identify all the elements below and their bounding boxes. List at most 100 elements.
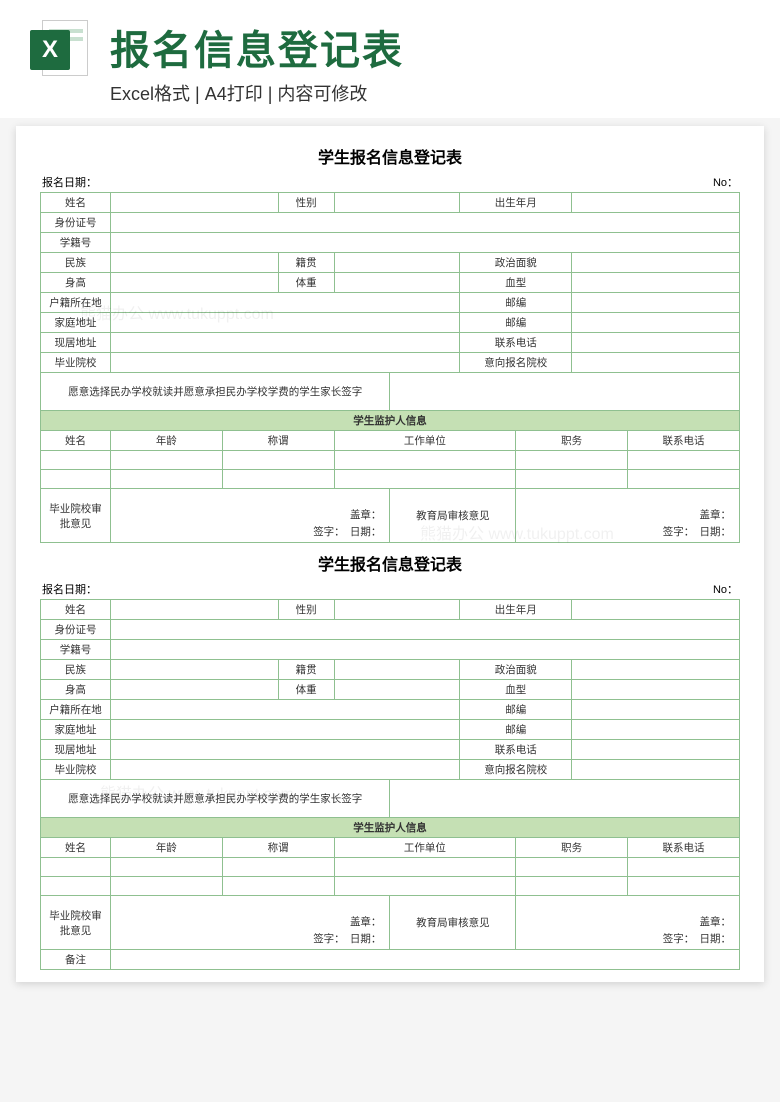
- label-edu-opinion: 教育局审核意见: [390, 896, 516, 950]
- form-table: 姓名 性别 出生年月 身份证号学籍号 民族 籍贯 政治面貌 身高 体重 血型 户…: [40, 192, 740, 543]
- field-huji[interactable]: [110, 700, 459, 720]
- field-home[interactable]: [110, 720, 459, 740]
- field-huji[interactable]: [110, 293, 459, 313]
- field-origin[interactable]: [334, 253, 460, 273]
- field-origin[interactable]: [334, 660, 460, 680]
- guardian-row-position[interactable]: [516, 858, 628, 877]
- form-title: 学生报名信息登记表: [40, 551, 740, 575]
- field-zip2[interactable]: [572, 313, 740, 333]
- label-political: 政治面貌: [460, 253, 572, 273]
- guardian-row-relation[interactable]: [222, 858, 334, 877]
- field-current[interactable]: [110, 333, 459, 353]
- label-g-name: 姓名: [41, 838, 111, 858]
- field-name[interactable]: [110, 600, 278, 620]
- header: X 报名信息登记表 Excel格式 | A4打印 | 内容可修改: [0, 0, 780, 118]
- sub-title: Excel格式 | A4打印 | 内容可修改: [110, 80, 750, 106]
- field-current[interactable]: [110, 740, 459, 760]
- form-title: 学生报名信息登记表: [40, 144, 740, 168]
- label-weight: 体重: [278, 273, 334, 293]
- label-political: 政治面貌: [460, 660, 572, 680]
- guardian-row-name[interactable]: [41, 451, 111, 470]
- field-birth[interactable]: [572, 193, 740, 213]
- field-birth[interactable]: [572, 600, 740, 620]
- field-height[interactable]: [110, 680, 278, 700]
- field-idno[interactable]: [110, 620, 739, 640]
- label-idno: 身份证号: [41, 620, 111, 640]
- field-home[interactable]: [110, 313, 459, 333]
- label-g-position: 职务: [516, 431, 628, 451]
- field-consent[interactable]: [390, 780, 740, 818]
- label-g-position: 职务: [516, 838, 628, 858]
- field-blood[interactable]: [572, 680, 740, 700]
- guardian-row-work[interactable]: [334, 877, 516, 896]
- guardian-row-phone[interactable]: [628, 858, 740, 877]
- label-intent: 意向报名院校: [460, 353, 572, 373]
- guardian-row-name[interactable]: [41, 877, 111, 896]
- guardian-row-name[interactable]: [41, 858, 111, 877]
- guardian-row-work[interactable]: [334, 858, 516, 877]
- guardian-row-relation[interactable]: [222, 451, 334, 470]
- label-g-age: 年龄: [110, 838, 222, 858]
- field-grad[interactable]: [110, 353, 459, 373]
- field-phone[interactable]: [572, 333, 740, 353]
- label-weight: 体重: [278, 680, 334, 700]
- field-weight[interactable]: [334, 680, 460, 700]
- field-grad[interactable]: [110, 760, 459, 780]
- label-height: 身高: [41, 273, 111, 293]
- guardian-row-position[interactable]: [516, 470, 628, 489]
- guardian-row-phone[interactable]: [628, 451, 740, 470]
- field-zip1[interactable]: [572, 293, 740, 313]
- field-school-opinion[interactable]: 盖章：签字： 日期：: [110, 489, 390, 543]
- field-consent[interactable]: [390, 373, 740, 411]
- guardian-row-work[interactable]: [334, 470, 516, 489]
- guardian-row-age[interactable]: [110, 451, 222, 470]
- guardian-row-work[interactable]: [334, 451, 516, 470]
- guardian-row-age[interactable]: [110, 877, 222, 896]
- field-gender[interactable]: [334, 193, 460, 213]
- guardian-section-header: 学生监护人信息: [41, 411, 740, 431]
- field-political[interactable]: [572, 253, 740, 273]
- field-nation[interactable]: [110, 660, 278, 680]
- field-name[interactable]: [110, 193, 278, 213]
- label-nation: 民族: [41, 253, 111, 273]
- field-intent[interactable]: [572, 353, 740, 373]
- field-gender[interactable]: [334, 600, 460, 620]
- guardian-row-age[interactable]: [110, 858, 222, 877]
- label-phone: 联系电话: [460, 333, 572, 353]
- field-weight[interactable]: [334, 273, 460, 293]
- label-g-relation: 称谓: [222, 431, 334, 451]
- field-studentno[interactable]: [110, 640, 739, 660]
- field-height[interactable]: [110, 273, 278, 293]
- label-g-phone: 联系电话: [628, 431, 740, 451]
- field-remark[interactable]: [110, 950, 739, 970]
- guardian-row-position[interactable]: [516, 877, 628, 896]
- label-g-work: 工作单位: [334, 431, 516, 451]
- field-nation[interactable]: [110, 253, 278, 273]
- field-phone[interactable]: [572, 740, 740, 760]
- document-preview: 学生报名信息登记表报名日期：No： 姓名 性别 出生年月 身份证号学籍号 民族 …: [16, 126, 764, 982]
- field-edu-opinion[interactable]: 盖章：签字： 日期：: [516, 896, 740, 950]
- meta-row: 报名日期：No：: [40, 174, 740, 190]
- guardian-row-phone[interactable]: [628, 470, 740, 489]
- guardian-row-age[interactable]: [110, 470, 222, 489]
- field-political[interactable]: [572, 660, 740, 680]
- label-intent: 意向报名院校: [460, 760, 572, 780]
- field-zip2[interactable]: [572, 720, 740, 740]
- field-intent[interactable]: [572, 760, 740, 780]
- guardian-row-relation[interactable]: [222, 470, 334, 489]
- guardian-row-name[interactable]: [41, 470, 111, 489]
- field-zip1[interactable]: [572, 700, 740, 720]
- field-edu-opinion[interactable]: 盖章：签字： 日期：: [516, 489, 740, 543]
- field-blood[interactable]: [572, 273, 740, 293]
- field-idno[interactable]: [110, 213, 739, 233]
- guardian-row-position[interactable]: [516, 451, 628, 470]
- guardian-row-relation[interactable]: [222, 877, 334, 896]
- label-edu-opinion: 教育局审核意见: [390, 489, 516, 543]
- guardian-row-phone[interactable]: [628, 877, 740, 896]
- label-studentno: 学籍号: [41, 640, 111, 660]
- field-studentno[interactable]: [110, 233, 739, 253]
- label-huji: 户籍所在地: [41, 700, 111, 720]
- date-label: 报名日期：: [42, 581, 97, 597]
- label-current: 现居地址: [41, 333, 111, 353]
- field-school-opinion[interactable]: 盖章：签字： 日期：: [110, 896, 390, 950]
